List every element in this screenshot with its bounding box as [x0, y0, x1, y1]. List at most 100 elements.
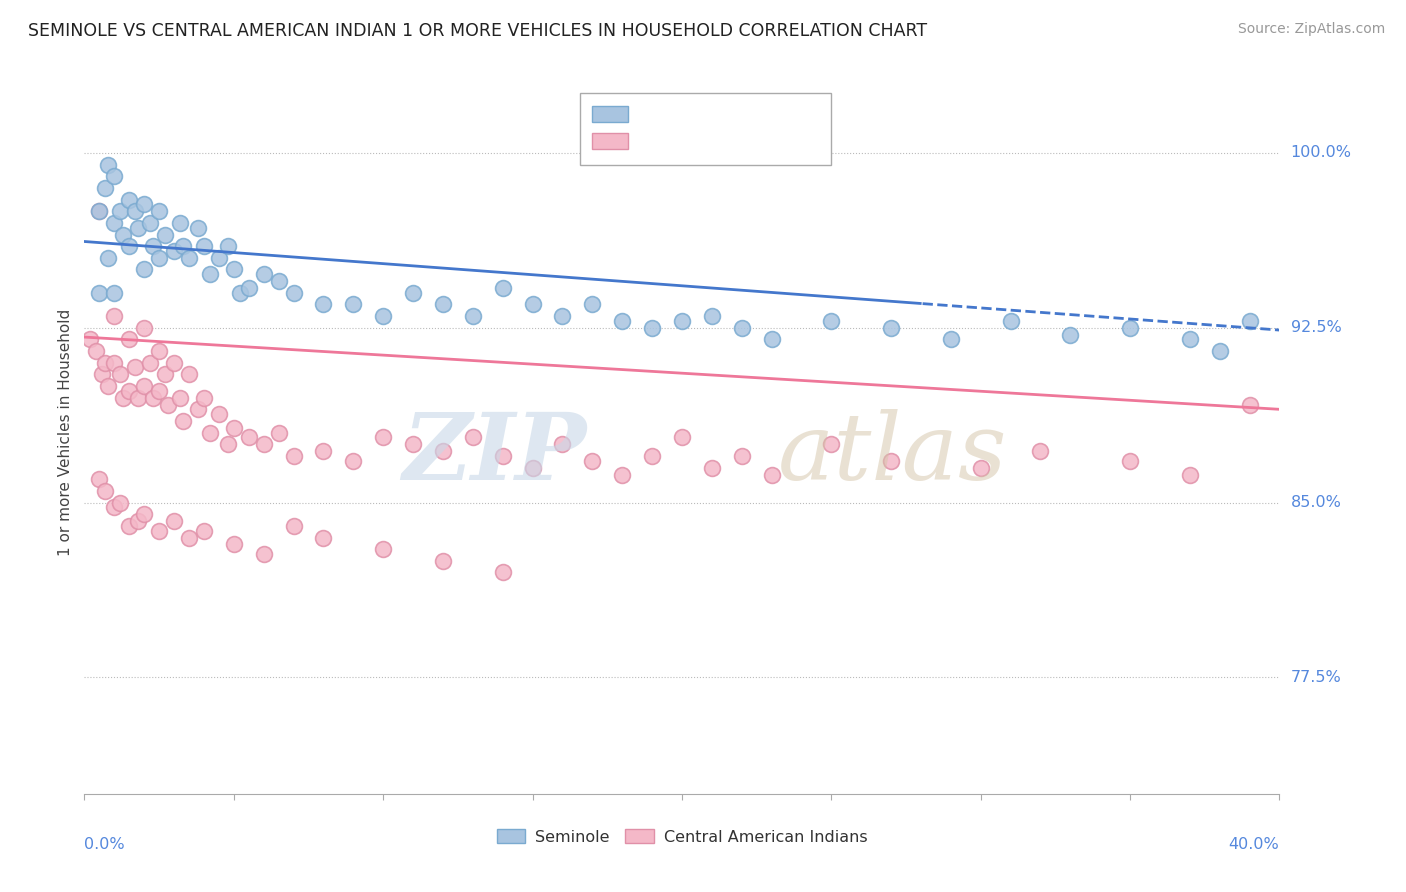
Point: [148, 204, 170, 219]
Point: [880, 320, 903, 334]
Point: [169, 391, 191, 405]
Point: [103, 169, 125, 184]
Text: 40.0%: 40.0%: [1229, 838, 1279, 852]
Point: [312, 531, 335, 545]
Point: [97, 251, 120, 265]
Point: [612, 467, 634, 482]
Point: [89, 285, 111, 300]
Point: [238, 430, 260, 444]
Point: [118, 239, 141, 253]
Point: [373, 430, 395, 444]
Point: [761, 467, 783, 482]
Point: [402, 285, 425, 300]
Point: [97, 158, 120, 172]
Point: [103, 216, 125, 230]
Point: [671, 430, 693, 444]
Point: [148, 524, 170, 538]
Point: [89, 204, 111, 219]
FancyBboxPatch shape: [592, 134, 628, 149]
Point: [731, 449, 754, 463]
Point: [342, 297, 364, 311]
Point: [139, 356, 162, 370]
Point: [1178, 332, 1201, 346]
Point: [172, 414, 194, 428]
Point: [127, 514, 149, 528]
Text: ZIP: ZIP: [402, 409, 586, 500]
Point: [432, 554, 454, 568]
Point: [939, 332, 962, 346]
Point: [283, 285, 305, 300]
Point: [820, 437, 842, 451]
Text: 0.0%: 0.0%: [84, 838, 125, 852]
Point: [187, 402, 209, 417]
Legend: Seminole, Central American Indians: Seminole, Central American Indians: [491, 822, 873, 851]
Text: SEMINOLE VS CENTRAL AMERICAN INDIAN 1 OR MORE VEHICLES IN HOUSEHOLD CORRELATION : SEMINOLE VS CENTRAL AMERICAN INDIAN 1 OR…: [28, 22, 927, 40]
Point: [312, 297, 335, 311]
Text: 100.0%: 100.0%: [1291, 145, 1351, 161]
Point: [118, 332, 141, 346]
Point: [118, 193, 141, 207]
Point: [89, 472, 111, 486]
Point: [342, 453, 364, 467]
Point: [432, 444, 454, 458]
Point: [253, 547, 276, 561]
Text: R = -0.109   N = 78: R = -0.109 N = 78: [640, 132, 825, 151]
Point: [820, 314, 842, 328]
Point: [163, 514, 186, 528]
Point: [148, 251, 170, 265]
Point: [103, 309, 125, 323]
Point: [522, 460, 544, 475]
Point: [103, 285, 125, 300]
Point: [198, 267, 221, 281]
Point: [169, 216, 191, 230]
Point: [217, 437, 239, 451]
Point: [103, 356, 125, 370]
Point: [157, 398, 180, 412]
Point: [148, 384, 170, 398]
Point: [94, 356, 117, 370]
Point: [97, 379, 120, 393]
Point: [1209, 344, 1232, 359]
Text: 85.0%: 85.0%: [1291, 495, 1341, 510]
Point: [163, 356, 186, 370]
Point: [127, 220, 149, 235]
Text: R = -0.153   N = 61: R = -0.153 N = 61: [640, 105, 825, 123]
Point: [731, 320, 754, 334]
Point: [153, 368, 176, 382]
Point: [187, 220, 209, 235]
Point: [1119, 320, 1142, 334]
Point: [110, 368, 132, 382]
Point: [79, 332, 101, 346]
Point: [761, 332, 783, 346]
Point: [641, 320, 664, 334]
Point: [970, 460, 993, 475]
Point: [283, 449, 305, 463]
Point: [112, 391, 135, 405]
Text: atlas: atlas: [778, 409, 1007, 500]
Point: [1239, 314, 1261, 328]
Point: [148, 344, 170, 359]
Point: [132, 262, 156, 277]
Point: [118, 519, 141, 533]
Point: [700, 460, 723, 475]
Point: [193, 391, 215, 405]
Point: [432, 297, 454, 311]
Point: [253, 437, 276, 451]
Point: [163, 244, 186, 258]
Point: [700, 309, 723, 323]
Point: [1059, 327, 1081, 342]
Point: [208, 251, 231, 265]
Point: [132, 379, 156, 393]
Point: [581, 453, 603, 467]
Point: [177, 251, 200, 265]
Point: [402, 437, 425, 451]
Point: [132, 320, 156, 334]
Point: [492, 566, 515, 580]
Point: [118, 384, 141, 398]
Y-axis label: 1 or more Vehicles in Household: 1 or more Vehicles in Household: [58, 309, 73, 557]
Point: [228, 285, 252, 300]
Point: [193, 524, 215, 538]
Point: [124, 204, 146, 219]
Text: 92.5%: 92.5%: [1291, 320, 1341, 335]
Point: [222, 537, 245, 551]
